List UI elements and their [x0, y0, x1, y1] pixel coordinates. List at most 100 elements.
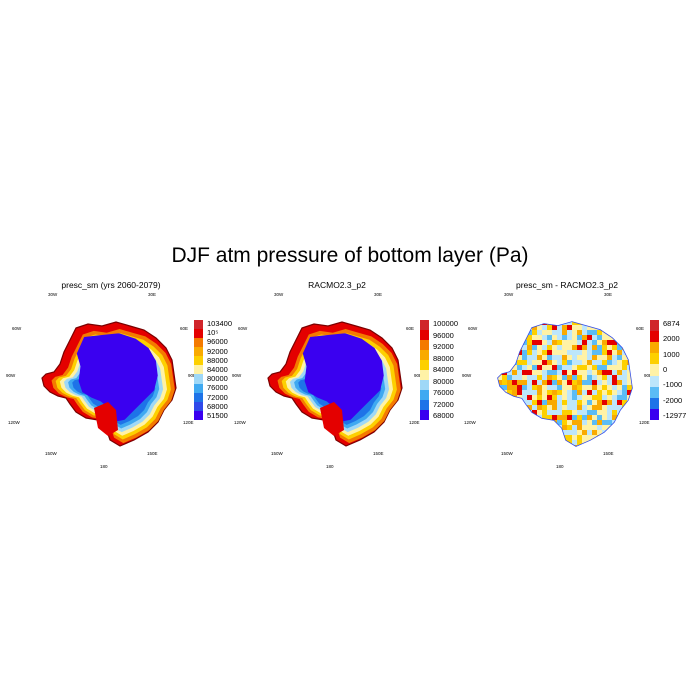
longitude-label: 30W: [274, 292, 284, 297]
longitude-label: 90E: [644, 373, 653, 378]
colorbar-label: -12977: [663, 411, 687, 420]
colorbar-label: 0: [663, 365, 668, 374]
colorbar-swatch: [650, 342, 659, 354]
colorbar-label: 51500: [207, 411, 228, 420]
colorbar-swatch: [420, 340, 429, 350]
longitude-label: 30W: [504, 292, 514, 297]
longitude-label: 120W: [234, 420, 246, 425]
colorbar-label: 96000: [433, 330, 454, 340]
colorbar-label: 96000: [207, 337, 228, 347]
colorbar-swatch: [650, 386, 659, 398]
panel-title: RACMO2.3_p2: [308, 280, 366, 290]
longitude-label: 150W: [271, 451, 283, 456]
longitude-label: 90W: [232, 373, 242, 378]
longitude-label: 150E: [603, 451, 614, 456]
colorbar-swatch: [194, 365, 203, 375]
colorbar-label: 1000: [663, 349, 680, 359]
longitude-label: 150W: [45, 451, 57, 456]
longitude-label: 60W: [12, 326, 22, 331]
colorbar-label: 100000: [433, 319, 459, 328]
colorbar-swatch: [650, 408, 659, 420]
colorbar-label: 88000: [207, 355, 228, 365]
colorbar: [650, 320, 659, 420]
colorbar-label: 84000: [433, 365, 454, 374]
colorbar-label: 76000: [433, 388, 454, 397]
ross-shelf: [320, 402, 344, 436]
colorbar-label: 2000: [663, 334, 680, 344]
ross-shelf: [94, 402, 118, 436]
longitude-label: 180: [556, 464, 564, 469]
colorbar-swatch: [650, 353, 659, 365]
map-panel-3: presc_sm - RACMO2.3_p2 30W 30E 60W 60E 90W 90…: [462, 280, 700, 469]
colorbar-label: 92000: [207, 346, 228, 356]
map-panel-1: presc_sm (yrs 2060-2079) 30W 30E 60W 60E 90W…: [6, 280, 260, 469]
colorbar-swatch: [194, 347, 203, 357]
colorbar-label: -2000: [663, 395, 683, 405]
figure-title: DJF atm pressure of bottom layer (Pa): [171, 244, 529, 267]
colorbar-label: 80000: [433, 376, 454, 386]
colorbar-swatch: [650, 397, 659, 409]
longitude-label: 150E: [147, 451, 158, 456]
colorbar-swatch: [420, 330, 429, 340]
longitude-label: 60E: [406, 326, 415, 331]
colorbar-swatch: [420, 410, 429, 420]
plateau-region: [76, 333, 158, 422]
colorbar-swatch: [650, 364, 659, 376]
colorbar-label: 84000: [207, 365, 228, 374]
longitude-label: 30E: [148, 292, 157, 297]
colorbar-swatch: [420, 370, 429, 380]
panel-title: presc_sm (yrs 2060-2079): [61, 280, 161, 290]
colorbar-label: 76000: [207, 383, 228, 393]
antarctica-map: [497, 321, 633, 447]
longitude-label: 180: [326, 464, 334, 469]
longitude-label: 90W: [462, 373, 472, 378]
colorbar-swatch: [420, 320, 429, 330]
colorbar: [420, 320, 429, 420]
colorbar-swatch: [420, 360, 429, 370]
longitude-label: 120W: [8, 420, 20, 425]
colorbar-swatch: [194, 401, 203, 411]
longitude-label: 90W: [6, 373, 16, 378]
colorbar-label: 68000: [207, 401, 228, 411]
colorbar-swatch: [194, 410, 203, 420]
colorbar-swatch: [194, 338, 203, 348]
longitude-label: 120E: [639, 420, 650, 425]
colorbar-label: 72000: [433, 399, 454, 409]
difference-field: [498, 322, 632, 446]
colorbar-swatch: [420, 380, 429, 390]
colorbar-label: -1000: [663, 380, 683, 390]
colorbar-swatch: [650, 375, 659, 387]
colorbar-label: 92000: [433, 342, 454, 351]
antarctica-map: [41, 321, 177, 447]
map-panel-2: RACMO2.3_p2 30W 30E 60W 60E 90W 90E 120W 120E 15…: [232, 280, 486, 469]
colorbar-swatch: [420, 400, 429, 410]
colorbar-swatch: [194, 356, 203, 366]
colorbar-label: 72000: [207, 392, 228, 402]
longitude-label: 30W: [48, 292, 58, 297]
longitude-label: 60E: [180, 326, 189, 331]
longitude-label: 90E: [188, 373, 197, 378]
colorbar-label: 10⁵: [207, 328, 219, 338]
colorbar-label: 103400: [207, 319, 233, 328]
colorbar-swatch: [194, 392, 203, 402]
colorbar-swatch: [194, 374, 203, 384]
colorbar-swatch: [420, 390, 429, 400]
colorbar-label: 80000: [207, 374, 228, 384]
panel-title: presc_sm - RACMO2.3_p2: [515, 280, 619, 290]
plateau-region: [302, 333, 384, 422]
longitude-label: 90E: [414, 373, 423, 378]
colorbar-swatch: [194, 329, 203, 339]
longitude-label: 120E: [183, 420, 194, 425]
longitude-label: 30E: [604, 292, 613, 297]
antarctica-map: [267, 321, 403, 447]
longitude-label: 60W: [468, 326, 478, 331]
colorbar-swatch: [194, 320, 203, 330]
longitude-label: 150W: [501, 451, 513, 456]
colorbar-label: 68000: [433, 411, 454, 420]
longitude-label: 60W: [238, 326, 248, 331]
longitude-label: 150E: [373, 451, 384, 456]
longitude-label: 120E: [409, 420, 420, 425]
longitude-label: 30E: [374, 292, 383, 297]
colorbar-swatch: [420, 350, 429, 360]
colorbar-swatch: [650, 331, 659, 343]
